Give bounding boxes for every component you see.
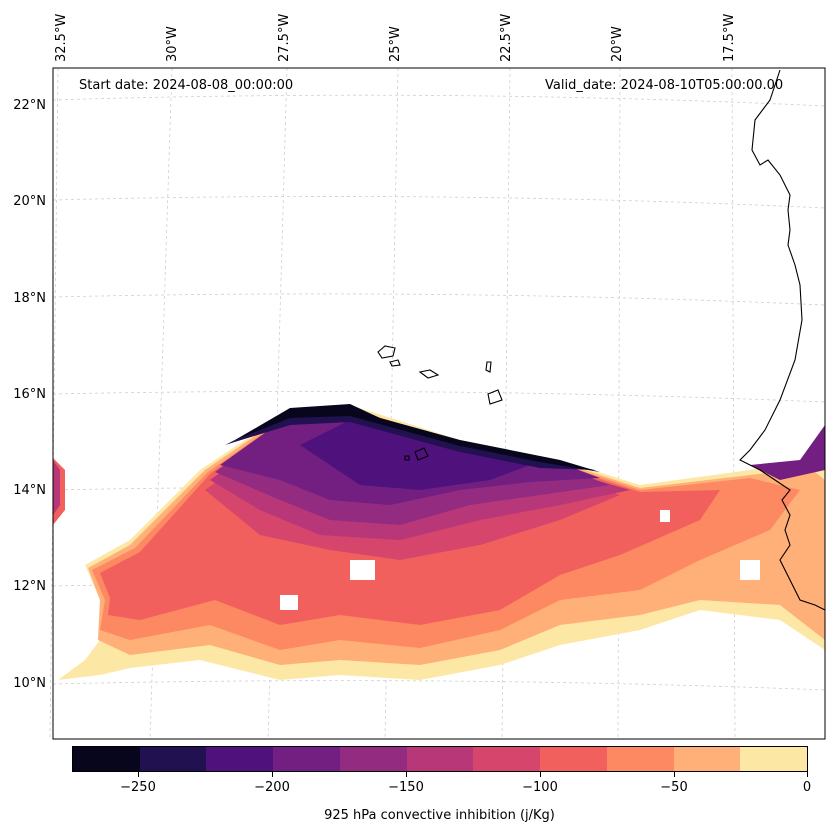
- lat-label: 18°N: [13, 291, 46, 306]
- colorbar-tick-label: −200: [254, 780, 290, 795]
- colorbar-swatch: [740, 747, 808, 771]
- contour-band-12: [300, 420, 530, 490]
- lat-label: 16°N: [13, 387, 46, 402]
- colorbar-swatch: [73, 747, 140, 771]
- lon-label: 25°W: [388, 26, 403, 62]
- lon-label: 32.5°W: [54, 13, 69, 62]
- colorbar-swatch: [206, 747, 274, 771]
- colorbar-tick-label: −150: [388, 780, 424, 795]
- contour-right-fragment: [750, 425, 825, 480]
- contour-band-darkest: [235, 404, 600, 472]
- coastlines: [377, 69, 826, 611]
- lon-label: 22.5°W: [499, 13, 514, 62]
- colorbar-tick-label: −50: [660, 780, 688, 795]
- colorbar: [72, 746, 808, 772]
- colorbar-title: 925 hPa convective inhibition (j/Kg): [324, 808, 555, 823]
- cin-contours: [53, 404, 825, 680]
- lon-label: 17.5°W: [722, 13, 737, 62]
- lat-label: 22°N: [13, 98, 46, 113]
- colorbar-tick: [807, 772, 808, 777]
- lat-label: 12°N: [13, 579, 46, 594]
- colorbar-swatch: [139, 747, 207, 771]
- africa-coastline: [739, 69, 826, 611]
- colorbar-tick: [540, 772, 541, 777]
- colorbar-swatch: [606, 747, 674, 771]
- lon-label: 30°W: [165, 26, 180, 62]
- colorbar-tick: [674, 772, 675, 777]
- lat-label: 14°N: [13, 483, 46, 498]
- lat-label: 20°N: [13, 194, 46, 209]
- colorbar-swatch: [540, 747, 607, 771]
- start-date-label: Start date: 2024-08-08_00:00:00: [79, 78, 294, 93]
- colorbar-swatch: [406, 747, 474, 771]
- colorbar-tick: [272, 772, 273, 777]
- lon-label: 27.5°W: [277, 13, 292, 62]
- colorbar-tick: [138, 772, 139, 777]
- colorbar-swatch: [339, 747, 407, 771]
- cape-verde-islands: [377, 345, 503, 461]
- plot-frame: [52, 67, 826, 740]
- colorbar-tick-label: 0: [802, 780, 812, 795]
- colorbar-tick-label: −100: [522, 780, 558, 795]
- valid-date-label: Valid_date: 2024-08-10T05:00:00.00: [545, 78, 784, 93]
- contour-band-13: [225, 410, 595, 470]
- lat-label: 10°N: [13, 676, 46, 691]
- colorbar-swatch: [273, 747, 340, 771]
- lon-label: 20°W: [610, 26, 625, 62]
- colorbar-swatch: [673, 747, 741, 771]
- colorbar-swatch: [473, 747, 541, 771]
- colorbar-tick-label: −250: [120, 780, 156, 795]
- colorbar-tick: [406, 772, 407, 777]
